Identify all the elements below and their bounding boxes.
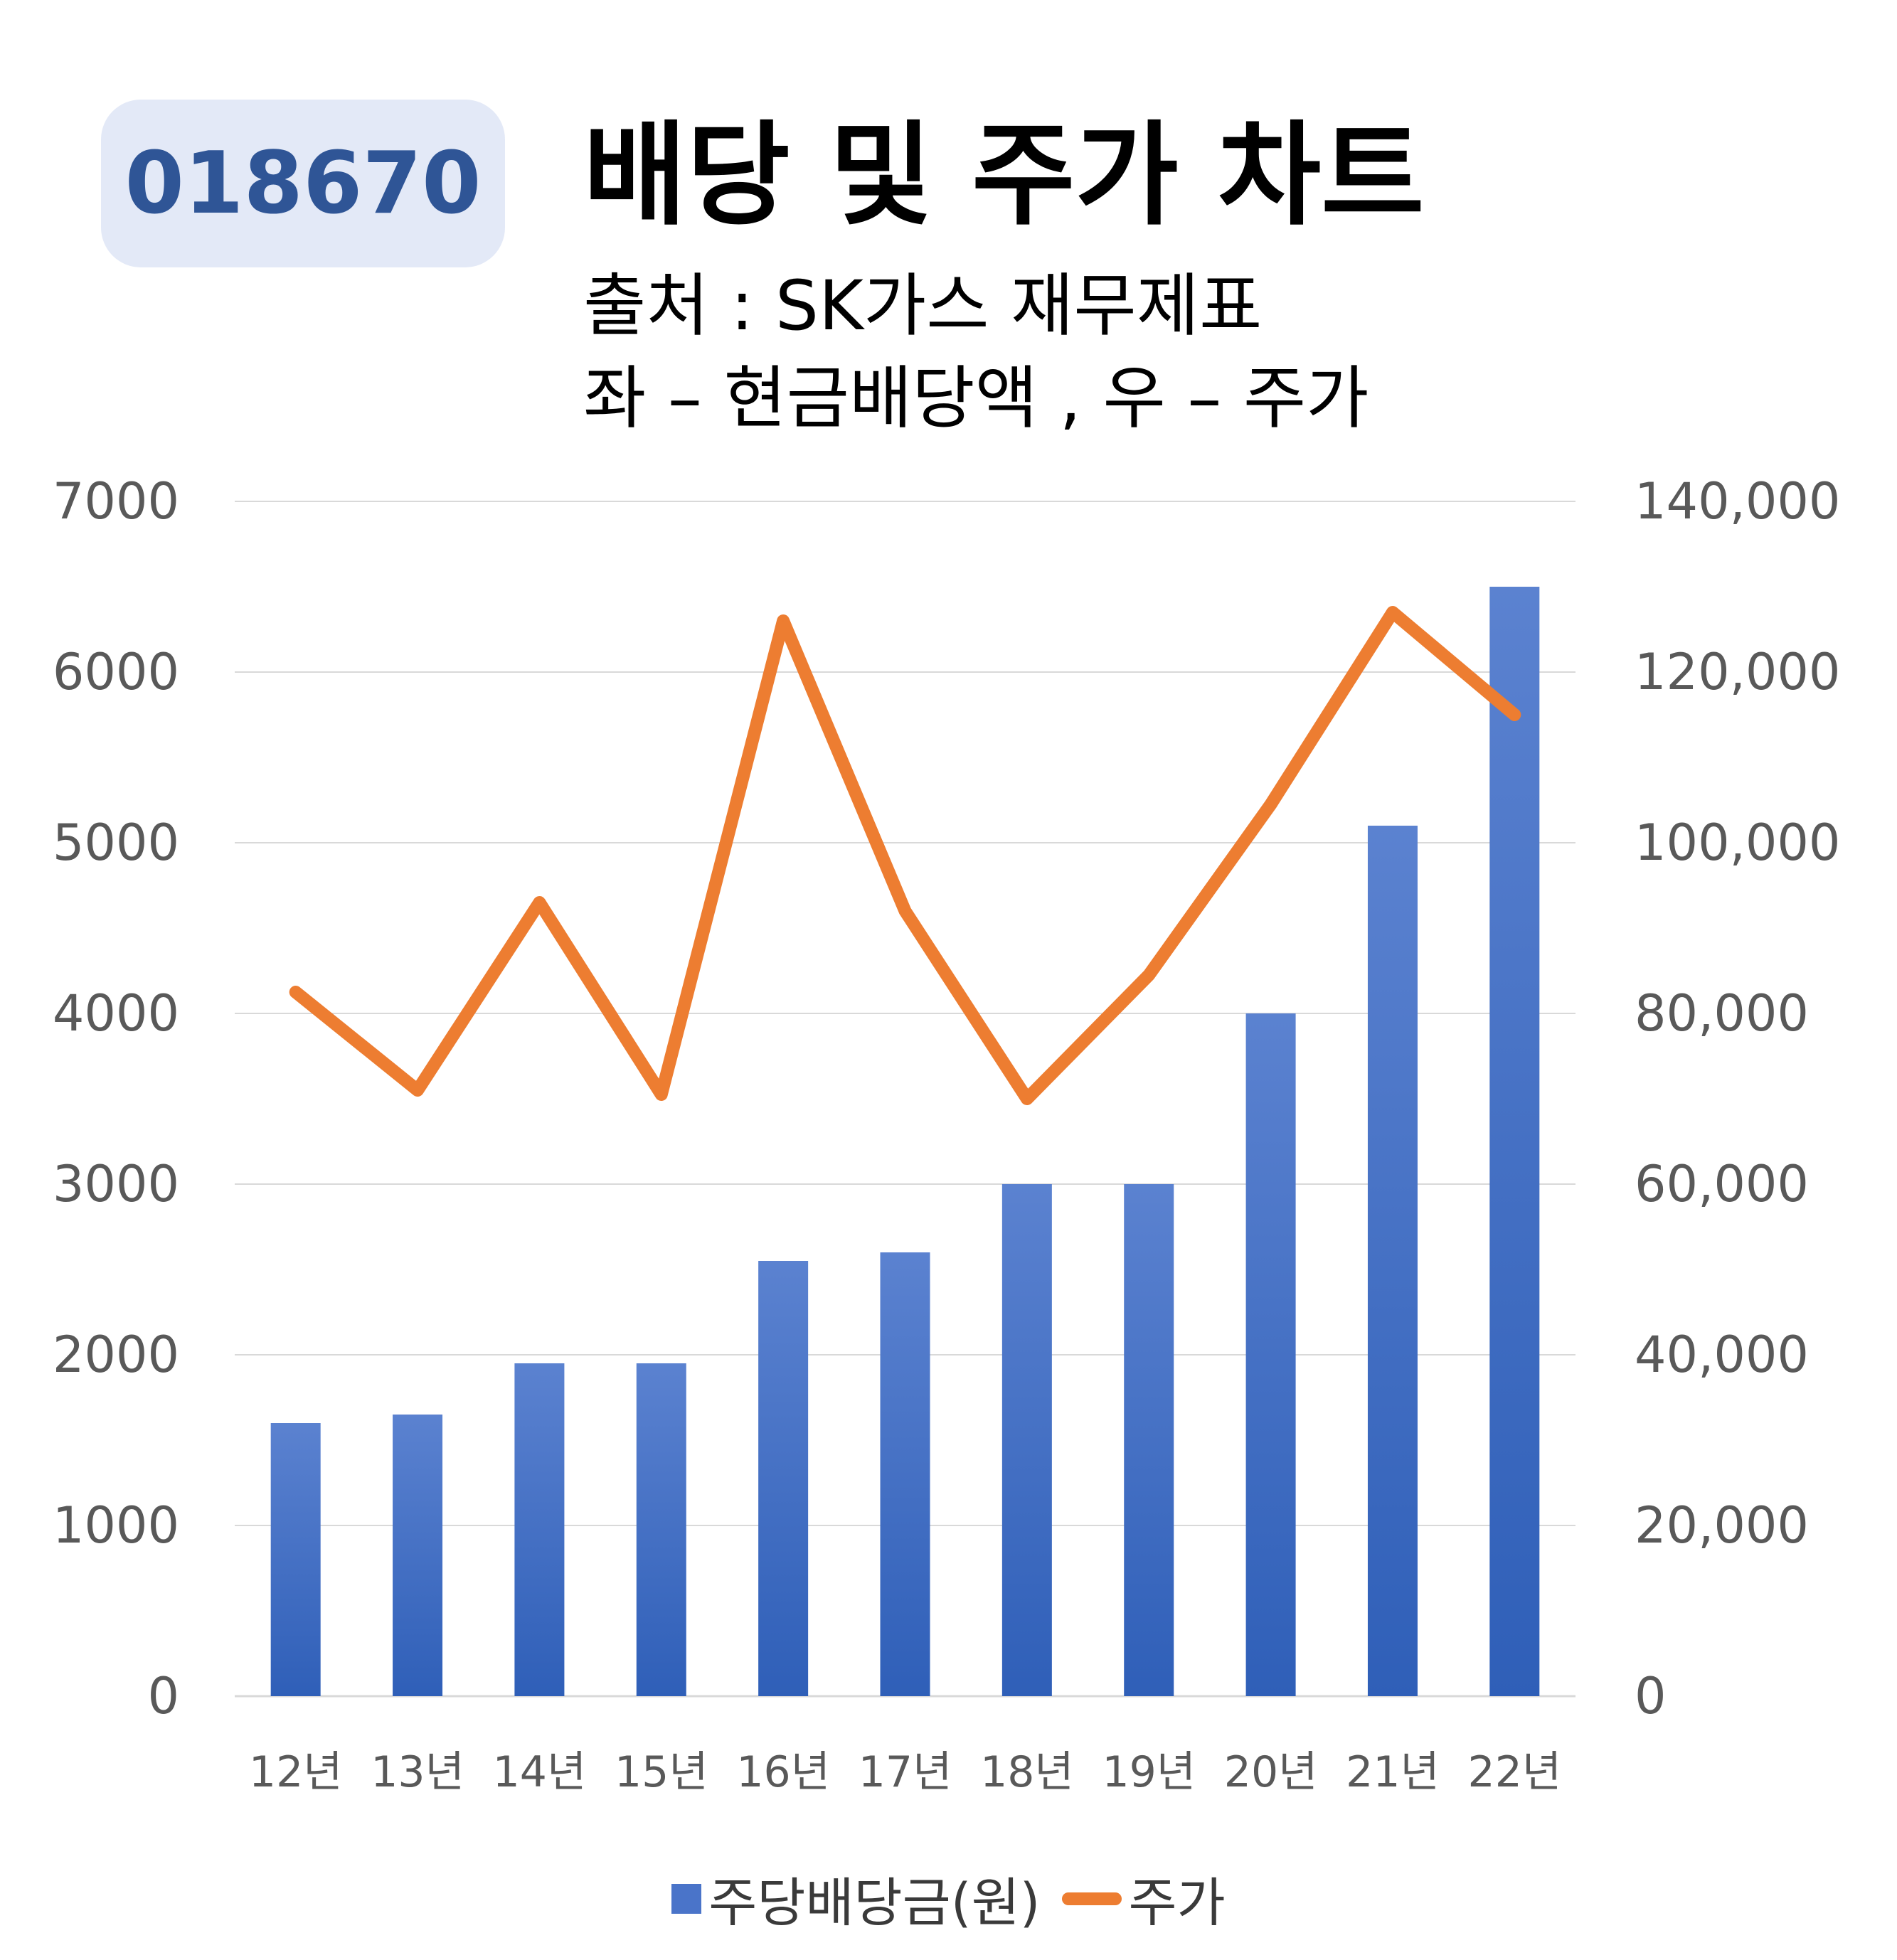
x-axis-tick-label: 17년 bbox=[859, 1747, 952, 1797]
dividend-bar bbox=[1489, 587, 1540, 1696]
price-point bbox=[1514, 714, 1516, 715]
legend-label-price: 주가 bbox=[1128, 1873, 1226, 1934]
price-line bbox=[289, 606, 1521, 1105]
x-axis-tick-label: 15년 bbox=[615, 1747, 708, 1797]
x-axis-tick-label: 21년 bbox=[1346, 1747, 1440, 1797]
legend-label-dividend: 주당배당금(원) bbox=[708, 1873, 1041, 1934]
x-axis-tick-label: 14년 bbox=[493, 1747, 587, 1797]
dividend-bar bbox=[758, 1261, 809, 1696]
price-point bbox=[1148, 974, 1150, 976]
chart-title: 배당 및 주가 차트 bbox=[583, 110, 1425, 241]
price-point bbox=[1391, 612, 1393, 613]
right-axis-tick-label: 120,000 bbox=[1635, 643, 1840, 701]
dividend-bar bbox=[270, 1423, 321, 1696]
price-point bbox=[660, 1094, 662, 1095]
dividend-bar bbox=[880, 1252, 930, 1696]
legend-line-swatch bbox=[1061, 1892, 1122, 1905]
dividend-bar bbox=[1367, 826, 1418, 1696]
right-axis-tick-label: 0 bbox=[1635, 1667, 1667, 1725]
left-axis-tick-label: 7000 bbox=[53, 472, 179, 531]
left-axis-tick-label: 5000 bbox=[53, 814, 179, 872]
chart-legend: 주당배당금(원) 주가 bbox=[0, 1860, 1897, 1937]
x-axis-tick-label: 13년 bbox=[371, 1747, 464, 1797]
dividend-bar bbox=[636, 1363, 686, 1696]
right-axis-tick-label: 20,000 bbox=[1635, 1496, 1809, 1555]
left-axis-tick-label: 2000 bbox=[53, 1326, 179, 1384]
right-axis-tick-label: 40,000 bbox=[1635, 1326, 1809, 1384]
legend-bar-swatch bbox=[671, 1883, 702, 1914]
x-axis-tick-label: 20년 bbox=[1224, 1747, 1318, 1797]
right-axis-tick-label: 140,000 bbox=[1635, 472, 1840, 531]
price-point bbox=[782, 620, 785, 622]
price-point bbox=[1026, 1098, 1028, 1099]
price-point bbox=[1270, 804, 1272, 805]
dividend-bar bbox=[1124, 1184, 1174, 1696]
chart-axis-note: 좌 – 현금배당액 , 우 – 주가 bbox=[583, 358, 1369, 438]
x-axis-tick-label: 19년 bbox=[1102, 1747, 1196, 1797]
x-axis-tick-label: 16년 bbox=[736, 1747, 830, 1797]
left-axis-tick-label: 6000 bbox=[53, 643, 179, 701]
chart-source: 출처 : SK가스 재무제표 bbox=[583, 266, 1263, 346]
price-point bbox=[904, 910, 906, 912]
price-point bbox=[538, 902, 541, 903]
dividend-bar bbox=[514, 1363, 565, 1696]
right-axis-tick-label: 80,000 bbox=[1635, 984, 1809, 1043]
x-axis-tick-label: 18년 bbox=[980, 1747, 1074, 1797]
stock-code-badge: 018670 bbox=[101, 100, 505, 267]
right-axis-tick-label: 60,000 bbox=[1635, 1155, 1809, 1213]
left-axis-tick-label: 4000 bbox=[53, 984, 179, 1043]
legend-item-dividend: 주당배당금(원) bbox=[671, 1860, 1041, 1937]
price-point bbox=[417, 1090, 419, 1091]
left-axis-tick-label: 0 bbox=[147, 1667, 179, 1725]
legend-item-price: 주가 bbox=[1041, 1860, 1226, 1937]
x-axis-tick-label: 12년 bbox=[249, 1747, 343, 1797]
dividend-bar bbox=[393, 1415, 443, 1696]
price-point bbox=[294, 991, 297, 993]
left-axis-tick-label: 3000 bbox=[53, 1155, 179, 1213]
x-axis-tick-label: 22년 bbox=[1468, 1747, 1562, 1797]
dividend-bar bbox=[1245, 1013, 1296, 1696]
left-axis-tick-label: 1000 bbox=[53, 1496, 179, 1555]
stock-code: 018670 bbox=[124, 134, 482, 233]
right-axis-tick-label: 100,000 bbox=[1635, 814, 1840, 872]
dividend-bar bbox=[1001, 1184, 1052, 1696]
